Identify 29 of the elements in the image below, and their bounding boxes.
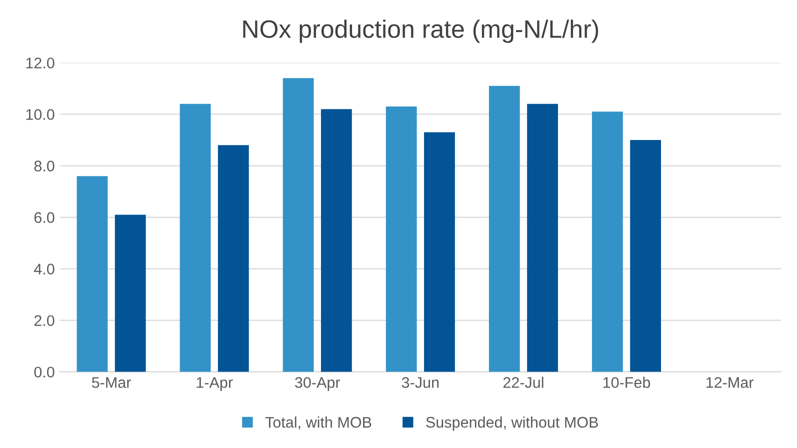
x-tick-label: 12-Mar: [706, 377, 754, 388]
bar: [527, 104, 558, 372]
bar: [386, 106, 417, 372]
y-tick-label: 10.0: [26, 109, 54, 120]
y-tick-label: 6.0: [34, 212, 54, 223]
x-tick-label: 22-Jul: [503, 376, 544, 388]
bar: [114, 214, 146, 372]
legend-label: Suspended, without MOB: [426, 416, 598, 431]
y-tick-label: 2.0: [34, 315, 54, 326]
bar: [282, 78, 314, 372]
y-tick-label: 12.0: [26, 58, 54, 68]
bar: [180, 104, 211, 372]
bar: [630, 140, 662, 372]
x-tick-label: 30-Apr: [295, 377, 340, 391]
legend-label: Total, with MOB: [265, 416, 372, 430]
bar: [424, 132, 455, 372]
bar: [592, 112, 623, 372]
x-tick-label: 1-Apr: [196, 377, 233, 391]
x-tick-label: 10-Feb: [603, 376, 650, 388]
x-tick-label: 5-Mar: [92, 377, 131, 388]
x-tick-label: 3-Jun: [402, 377, 439, 388]
bar: [320, 109, 352, 372]
bar: [218, 145, 249, 372]
y-tick-label: 4.0: [34, 264, 54, 274]
bar: [488, 86, 520, 372]
chart-title: NOx production rate (mg-N/L/hr): [243, 20, 598, 43]
y-tick-label: 8.0: [34, 160, 54, 172]
bar: [76, 176, 108, 372]
y-tick-label: 0.0: [34, 366, 54, 378]
